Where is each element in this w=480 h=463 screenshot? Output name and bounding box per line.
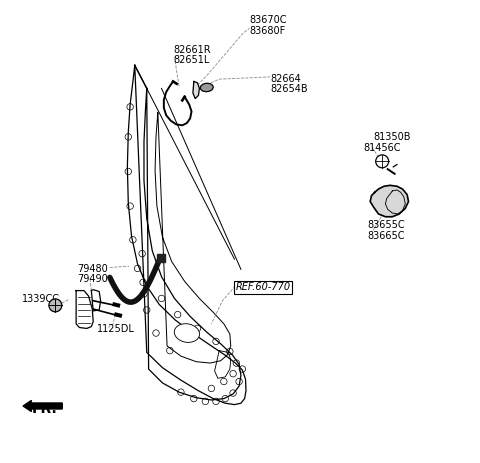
Polygon shape — [76, 291, 93, 328]
Text: FR.: FR. — [31, 402, 57, 416]
Text: 82664: 82664 — [270, 74, 301, 84]
Circle shape — [376, 155, 389, 168]
Bar — [157, 254, 165, 262]
Text: 81456C: 81456C — [364, 143, 401, 153]
Text: 79480: 79480 — [77, 264, 108, 274]
Ellipse shape — [174, 324, 200, 343]
Text: 79490: 79490 — [77, 275, 108, 284]
Text: 83680F: 83680F — [249, 26, 286, 36]
Text: 1125DL: 1125DL — [97, 324, 135, 334]
Text: 82651L: 82651L — [173, 55, 209, 65]
Ellipse shape — [200, 83, 213, 92]
Circle shape — [49, 299, 62, 312]
Text: 1339CC: 1339CC — [22, 294, 60, 304]
Polygon shape — [193, 81, 199, 99]
Text: 82661R: 82661R — [173, 44, 211, 55]
Polygon shape — [370, 185, 408, 217]
Text: 83665C: 83665C — [367, 231, 405, 241]
Text: REF.60-770: REF.60-770 — [235, 282, 290, 292]
Text: 83655C: 83655C — [367, 220, 405, 230]
Text: 83670C: 83670C — [249, 14, 287, 25]
FancyArrow shape — [23, 400, 62, 412]
Text: 82654B: 82654B — [270, 84, 308, 94]
Text: 81350B: 81350B — [374, 132, 411, 142]
